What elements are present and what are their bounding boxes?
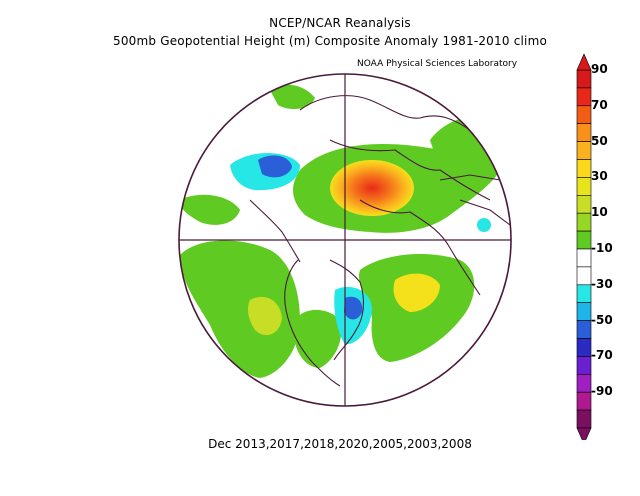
colorbar-label: -50 bbox=[591, 312, 613, 327]
anomaly-green-alaska bbox=[180, 194, 240, 225]
colorbar-swatch bbox=[576, 266, 592, 286]
anomaly-cyan-spot bbox=[477, 218, 491, 232]
colorbar-swatch bbox=[576, 320, 592, 339]
colorbar-swatch bbox=[576, 69, 592, 89]
colorbar-swatch bbox=[576, 356, 592, 375]
colorbar-top-arrow bbox=[576, 53, 592, 71]
anomaly-white-spot bbox=[289, 228, 303, 242]
colorbar-swatch bbox=[576, 212, 592, 232]
colorbar-swatch bbox=[576, 177, 592, 196]
colorbar-label: -90 bbox=[591, 384, 613, 399]
map-caption: Dec 2013,2017,2018,2020,2005,2003,2008 bbox=[208, 437, 472, 451]
colorbar-swatch bbox=[576, 302, 592, 321]
anomaly-green-north bbox=[270, 84, 315, 110]
colorbar-swatch bbox=[576, 391, 592, 411]
colorbar-swatch bbox=[576, 373, 592, 393]
colorbar-swatch bbox=[576, 123, 592, 142]
colorbar-swatch bbox=[576, 141, 592, 160]
colorbar-swatch bbox=[576, 338, 592, 357]
colorbar-label: 70 bbox=[591, 97, 608, 112]
map-subtitle: 500mb Geopotential Height (m) Composite … bbox=[112, 34, 548, 48]
colorbar-label: 50 bbox=[591, 133, 608, 148]
anomaly-hot-core bbox=[330, 160, 414, 216]
anomaly-green-pacific bbox=[180, 240, 300, 378]
colorbar-label: -70 bbox=[591, 348, 613, 363]
colorbar-swatch bbox=[576, 230, 592, 250]
anomaly-yellow-pacific bbox=[247, 296, 282, 336]
colorbar-label: 30 bbox=[591, 169, 608, 184]
colorbar-label: -30 bbox=[591, 276, 613, 291]
colorbar-swatch bbox=[576, 248, 592, 268]
anomaly-blue-greatlakes bbox=[344, 296, 363, 320]
anomaly-blue-pacific bbox=[258, 155, 292, 178]
colorbar-swatch bbox=[576, 195, 592, 214]
colorbar-bottom-arrow bbox=[576, 427, 592, 440]
colorbar bbox=[576, 53, 592, 440]
colorbar-swatch bbox=[576, 159, 592, 178]
colorbar-label: -10 bbox=[591, 241, 613, 255]
colorbar-swatch bbox=[576, 87, 592, 107]
colorbar-swatch bbox=[576, 409, 592, 429]
colorbar-label: 10 bbox=[591, 205, 608, 220]
map-title: NCEP/NCAR Reanalysis bbox=[269, 16, 411, 30]
credit-text: NOAA Physical Sciences Laboratory bbox=[357, 59, 518, 69]
colorbar-swatch bbox=[576, 105, 592, 125]
colorbar-label: 90 bbox=[591, 62, 608, 76]
anomaly-yellow-atlantic bbox=[393, 273, 440, 312]
colorbar-swatch bbox=[576, 284, 592, 304]
